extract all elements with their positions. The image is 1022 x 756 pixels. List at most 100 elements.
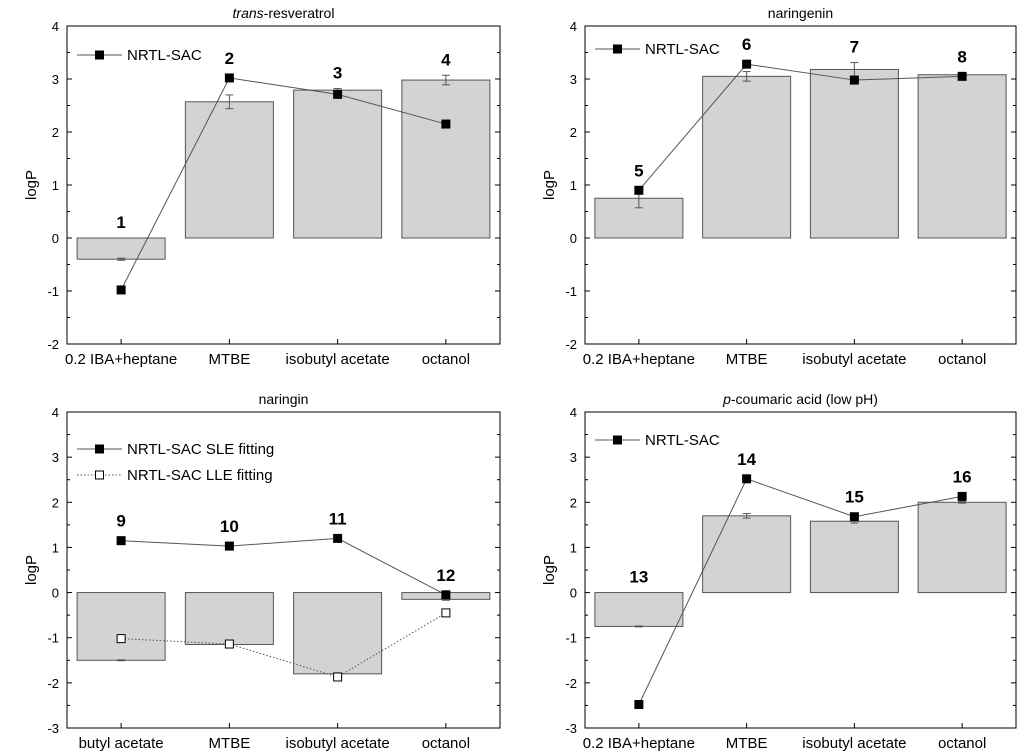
y-tick-label: 1: [52, 540, 59, 555]
y-tick-label: 2: [52, 495, 59, 510]
bar: [401, 79, 491, 239]
legend: NRTL-SAC: [595, 41, 720, 58]
x-category-label: 0.2 IBA+heptane: [583, 351, 695, 368]
y-tick-label: 2: [52, 125, 59, 140]
bar-number-label: 16: [953, 467, 972, 486]
series-point: [957, 71, 967, 81]
series-point: [441, 590, 451, 600]
chart-title: p-coumaric acid (low pH): [722, 391, 878, 407]
x-category-label: 0.2 IBA+heptane: [583, 735, 695, 752]
legend-label: NRTL-SAC: [127, 47, 202, 64]
y-axis-label: logP: [541, 555, 558, 585]
series-point: [116, 285, 126, 295]
bar: [917, 501, 1007, 594]
series-point: [634, 185, 644, 195]
y-tick-label: 3: [52, 450, 59, 465]
y-tick-label: -2: [565, 337, 577, 352]
chart-title-italic: trans: [233, 5, 264, 21]
chart-panel-2: 5 6 7 8 -2 -1 0 1 2 3 4 0.2 IBA+heptane MTBE isobutyl…: [541, 5, 1017, 368]
chart-panel-1: 1 2 3 4 -2 -1 0 1 2 3 4 0.2 IBA+heptane MTBE isobutyl…: [23, 5, 501, 368]
x-category-label: isobutyl acetate: [802, 351, 906, 368]
legend-marker: [95, 444, 104, 454]
x-category-label: octanol: [938, 351, 986, 368]
bar-number-label: 11: [329, 509, 347, 528]
series-point: [957, 491, 967, 501]
series-point: [634, 700, 644, 710]
x-category-label: isobutyl acetate: [802, 735, 906, 752]
x-category-label: butyl acetate: [79, 735, 164, 752]
y-tick-label: 4: [570, 19, 577, 34]
x-category-label: isobutyl acetate: [286, 351, 390, 368]
chart-title: naringin: [259, 391, 309, 407]
legend-label: NRTL-SAC: [645, 41, 720, 58]
x-category-label: MTBE: [726, 351, 768, 368]
bar-number-label: 2: [225, 49, 234, 68]
y-tick-label: 3: [52, 72, 59, 87]
series-line: [120, 77, 447, 291]
legend: NRTL-SAC SLE fitting NRTL-SAC LLE fitting: [77, 441, 274, 484]
series-line: [638, 63, 963, 191]
bar-number-label: 8: [957, 47, 966, 66]
y-tick-label: -1: [47, 284, 59, 299]
chart-title-italic: p: [722, 391, 731, 407]
y-tick-label: 0: [52, 231, 59, 246]
y-tick-label: -2: [565, 676, 577, 691]
y-tick-label: -3: [47, 721, 59, 736]
series-point: [224, 73, 234, 83]
y-tick-label: 1: [52, 178, 59, 193]
y-tick-label: -2: [47, 676, 59, 691]
bar: [76, 592, 166, 661]
bar-number-label: 3: [333, 64, 342, 83]
bar: [594, 592, 684, 627]
bar: [917, 74, 1007, 239]
x-category-label: MTBE: [209, 735, 251, 752]
series-line: [121, 612, 447, 678]
x-category-label: octanol: [422, 735, 470, 752]
y-tick-label: 0: [52, 586, 59, 601]
series-point: [849, 75, 859, 85]
bar-number-label: 12: [436, 566, 455, 585]
chart-title: naringenin: [768, 5, 833, 21]
bar: [184, 592, 274, 645]
series-point: [333, 672, 343, 682]
y-tick-label: 1: [570, 178, 577, 193]
y-tick-label: 0: [570, 586, 577, 601]
chart-title-rest: -coumaric acid (low pH): [731, 391, 878, 407]
legend-marker: [613, 44, 622, 54]
bar-number-label: 4: [441, 50, 451, 69]
bar-number-label: 9: [116, 512, 125, 531]
series-point: [742, 474, 752, 484]
y-tick-label: -1: [565, 631, 577, 646]
bar: [702, 75, 792, 239]
y-tick-label: 0: [570, 231, 577, 246]
chart-panel-4: 13 14 15 16 -3 -2 -1 0 1 2 3 4 0.2 IBA+heptane MTBE is…: [541, 391, 1017, 752]
y-tick-label: -1: [47, 631, 59, 646]
legend-label: NRTL-SAC LLE fitting: [127, 467, 273, 484]
series-point: [224, 639, 234, 649]
x-category-label: octanol: [422, 351, 470, 368]
y-axis-label: logP: [541, 170, 558, 200]
chart-title: trans-resveratrol: [233, 5, 335, 21]
y-axis-label: logP: [23, 170, 40, 200]
bar: [293, 89, 383, 239]
series-point: [441, 119, 451, 129]
series-point: [333, 89, 343, 99]
chart-title-rest: -resveratrol: [264, 5, 335, 21]
bar: [809, 520, 899, 594]
bar: [809, 68, 899, 239]
series-point: [116, 634, 126, 644]
y-tick-label: 1: [570, 540, 577, 555]
legend: NRTL-SAC: [595, 432, 720, 449]
series-point: [116, 536, 126, 546]
series-point: [849, 512, 859, 522]
y-tick-label: 4: [52, 19, 59, 34]
bar: [702, 515, 792, 594]
y-axis-label: logP: [23, 555, 40, 585]
y-tick-label: 4: [52, 405, 59, 420]
legend-label: NRTL-SAC SLE fitting: [127, 441, 274, 458]
y-tick-label: 2: [570, 495, 577, 510]
series-point: [742, 59, 752, 69]
bar-number-label: 1: [116, 213, 125, 232]
